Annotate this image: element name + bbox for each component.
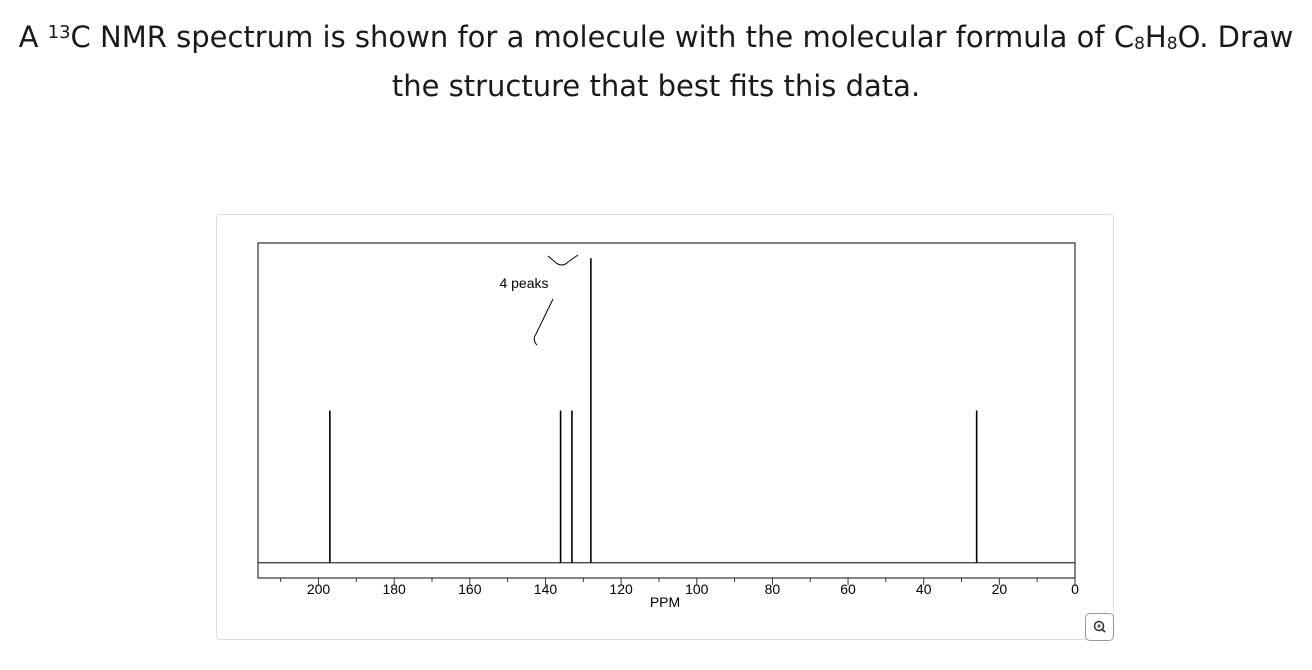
x-tick-label: 120 [609, 581, 633, 597]
x-tick-label: 60 [840, 581, 856, 597]
question-text: C NMR spectrum is shown for a molecule w… [70, 20, 1135, 54]
x-tick-label: 20 [992, 581, 1008, 597]
annotation: 4 peaks [499, 275, 548, 291]
x-tick-label: 100 [685, 581, 709, 597]
x-tick-label: 160 [458, 581, 482, 597]
subscript: 8 [1166, 34, 1178, 54]
zoom-button[interactable] [1085, 613, 1114, 641]
x-tick-label: 80 [765, 581, 781, 597]
x-tick-label: 0 [1071, 581, 1079, 597]
question: A 13C NMR spectrum is shown for a molecu… [0, 12, 1312, 107]
question-text: H [1144, 20, 1167, 54]
x-tick-label: 40 [916, 581, 932, 597]
question-text: O. Draw the structure that best fits thi… [391, 20, 1294, 103]
plot-frame [257, 242, 1076, 579]
x-tick-label: 200 [307, 581, 331, 597]
subscript: 8 [1134, 34, 1145, 54]
image-card [216, 214, 1114, 640]
zoom-icon [1093, 620, 1106, 633]
superscript: 13 [47, 22, 71, 43]
x-tick-label: 140 [534, 581, 558, 597]
x-tick-label: 180 [382, 581, 406, 597]
question-text: A [18, 20, 48, 54]
x-axis-label: PPM [650, 594, 680, 610]
brace [533, 254, 579, 346]
